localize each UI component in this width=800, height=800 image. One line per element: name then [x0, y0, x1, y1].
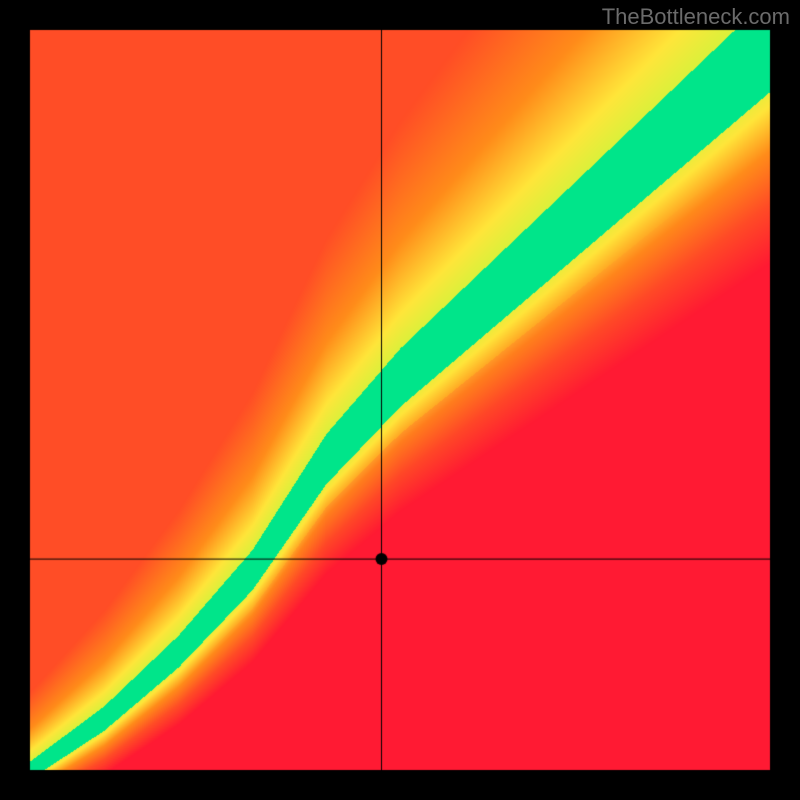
watermark-text: TheBottleneck.com: [602, 4, 790, 30]
heatmap-canvas: [0, 0, 800, 800]
chart-container: TheBottleneck.com: [0, 0, 800, 800]
